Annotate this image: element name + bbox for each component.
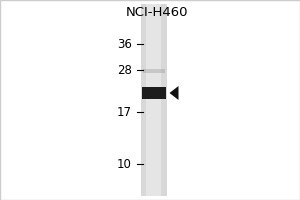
Polygon shape xyxy=(169,86,178,100)
Bar xyxy=(142,87,166,99)
Bar xyxy=(146,4,161,196)
Text: 36: 36 xyxy=(117,38,132,50)
Text: 28: 28 xyxy=(117,64,132,76)
Bar xyxy=(142,69,165,73)
Text: NCI-H460: NCI-H460 xyxy=(126,6,188,19)
Bar xyxy=(141,4,167,196)
Text: 10: 10 xyxy=(117,158,132,170)
Text: 17: 17 xyxy=(117,106,132,118)
